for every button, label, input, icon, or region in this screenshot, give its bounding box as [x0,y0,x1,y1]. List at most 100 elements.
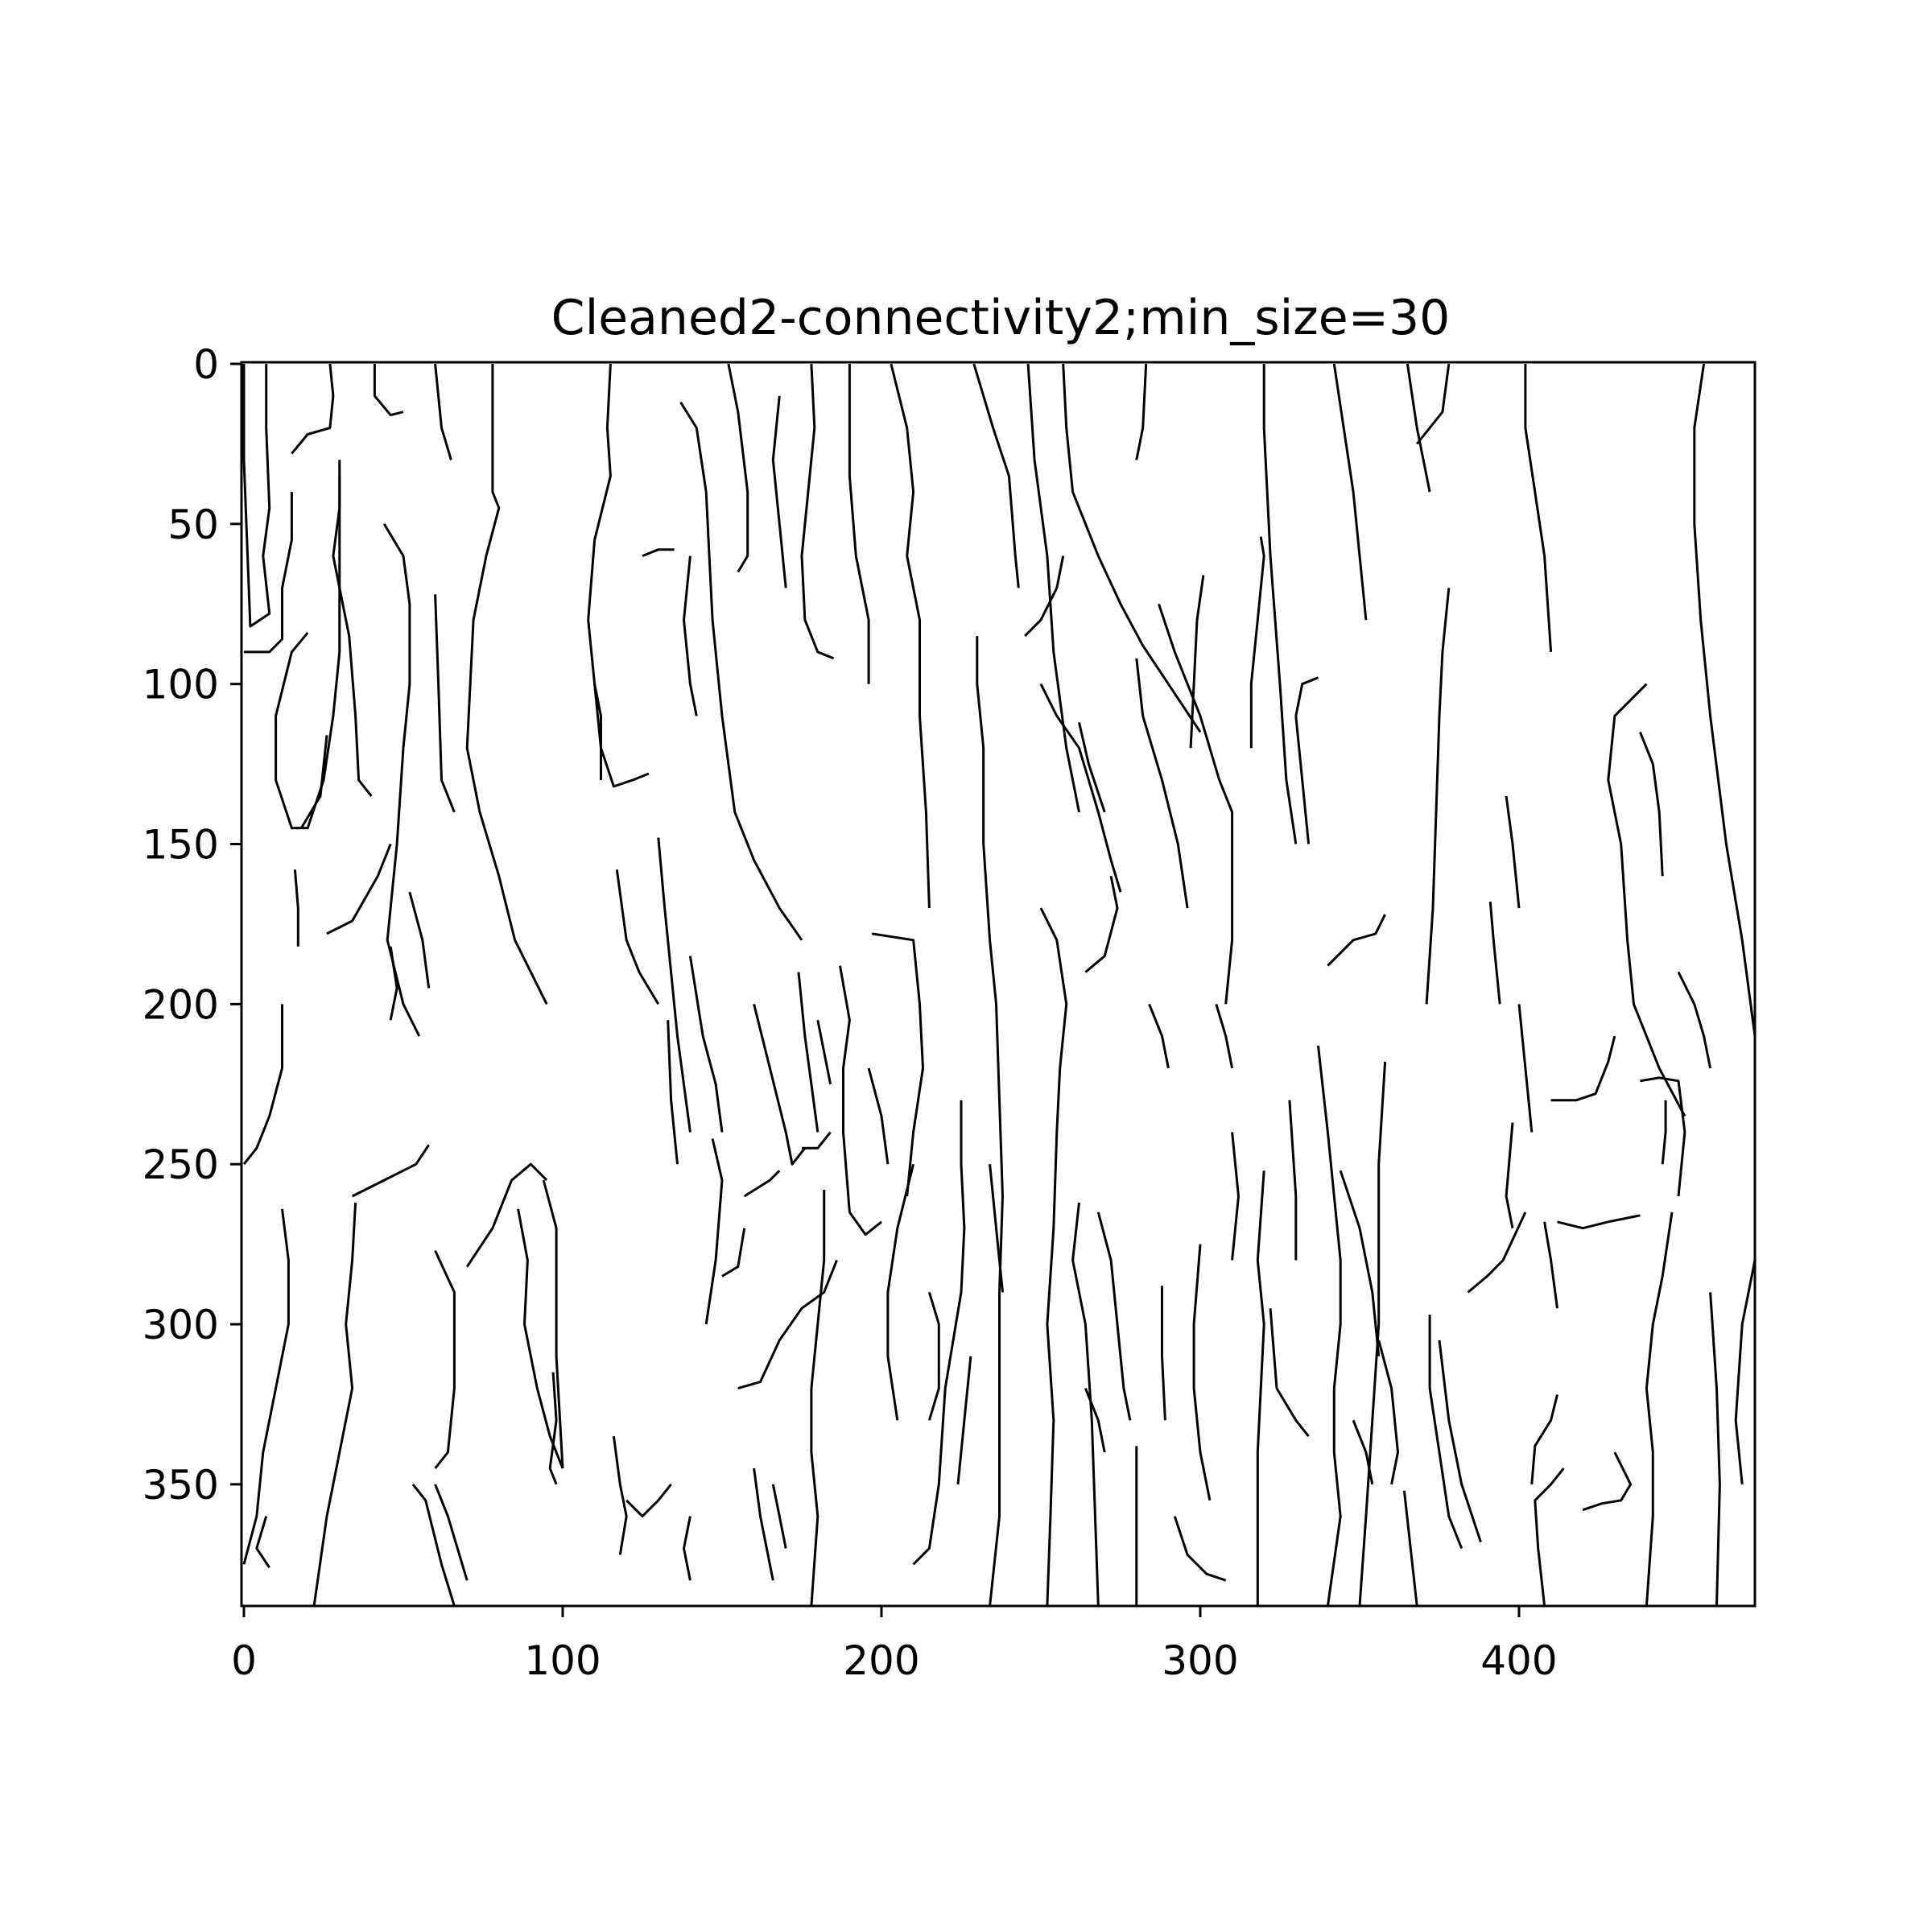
skeleton-stroke [867,1067,890,1165]
skeleton-stroke [300,735,328,829]
skeleton-stroke [1327,914,1386,967]
skeleton-stroke [704,1138,724,1325]
skeleton-stroke [1231,1132,1240,1261]
x-tick-label: 300 [1162,1637,1238,1684]
skeleton-stroke [275,476,341,830]
skeleton-stroke [326,843,392,935]
skeleton-stroke [542,1179,564,1469]
skeleton-stroke [972,363,1020,588]
skeleton-stroke [1677,971,1712,1069]
plot-title: Cleaned2-connectivity2;min_size=30 [551,290,1451,346]
skeleton-stroke [1262,364,1298,844]
skeleton-stroke [1026,363,1080,813]
skeleton-stroke [890,363,931,909]
skeleton-stroke [1249,536,1265,749]
skeleton-stroke [1377,1340,1399,1485]
skeleton-stroke [1358,1061,1387,1607]
skeleton-stroke [642,548,675,557]
skeleton-stroke [1607,683,1686,1117]
y-tick-label: 300 [142,1302,219,1348]
skeleton-stroke [408,891,431,989]
skeleton-stroke [727,363,749,573]
skeleton-stroke [1582,1451,1633,1512]
skeleton-stroke [382,523,421,1037]
skeleton-stroke [625,1483,672,1518]
skeleton-stroke [721,1228,746,1278]
skeleton-stroke [1288,1100,1298,1261]
skeleton-stroke [434,1249,456,1469]
skeleton-stroke [293,869,299,947]
skeleton-stroke [434,363,452,460]
skeleton-stroke [839,965,882,1236]
skeleton-stroke [517,1208,564,1469]
skeleton-stroke [1078,722,1106,813]
skeleton-stroke [657,837,691,1133]
skeleton-stroke [737,1259,838,1390]
skeleton-stroke [1534,1468,1565,1607]
skeleton-stroke [1640,1076,1686,1197]
skeleton-stroke [912,1100,966,1566]
skeleton-stroke [871,932,924,1197]
skeleton-stroke [1550,1035,1616,1102]
skeleton-stroke [1332,363,1368,621]
skeleton-stroke [1039,683,1122,893]
skeleton-stroke [1158,603,1234,1005]
skeleton-stroke [1505,1122,1514,1228]
skeleton-stroke [548,1372,558,1485]
skeleton-stroke [1734,1260,1757,1485]
skeleton-stroke [291,363,335,455]
skeleton-stroke [255,1516,270,1569]
skeleton-stroke [1645,1212,1674,1607]
skeleton-stroke [1173,1516,1227,1582]
y-tick-label: 250 [142,1141,219,1188]
skeleton-stroke [1543,1221,1558,1309]
skeleton-stroke [593,683,602,780]
skeleton-stroke [1189,575,1205,749]
skeleton-stroke [242,1004,283,1166]
skeleton-stroke [389,946,398,1021]
skeleton-stroke [242,1208,290,1565]
skeleton-stroke [244,492,293,654]
skeleton-stroke [976,636,1004,1607]
skeleton-stroke [1661,1100,1667,1165]
skeleton-stroke [465,1162,548,1268]
skeleton-stroke [1192,1244,1212,1501]
skeleton-stroke [743,1170,781,1198]
skeleton-stroke [683,555,698,716]
skeleton-stroke [667,1020,679,1165]
skeleton-stroke [1084,1388,1106,1453]
skeleton-stroke [816,1019,832,1085]
skeleton-stroke [351,1144,430,1198]
y-tick-label: 350 [142,1462,219,1509]
skeleton-stroke [1096,1212,1132,1421]
skeleton-stroke [434,594,456,813]
skeleton-stroke [587,363,650,788]
skeleton-stroke [1505,795,1521,909]
x-tick-label: 0 [231,1637,257,1684]
x-tick-label: 200 [843,1637,919,1684]
skeleton-stroke [683,1516,691,1581]
skeleton-stroke [679,401,803,941]
skeleton-stroke [797,972,819,1133]
skeleton-stroke [615,869,660,1005]
skeleton-stroke [1339,1170,1381,1356]
skeleton-image [242,363,1757,1608]
skeleton-stroke [434,1484,469,1581]
skeleton-stroke [1084,876,1119,973]
skeleton-stroke [802,1131,832,1150]
y-axis: 0 50 100 150 200 250 300 350 [142,341,242,1509]
skeleton-stroke [848,364,870,684]
skeleton-stroke [1062,363,1202,733]
x-tick-label: 100 [524,1637,601,1684]
skeleton-stroke [956,1356,972,1485]
y-tick-label: 200 [142,981,219,1028]
skeleton-stroke [810,1190,826,1607]
skeleton-stroke [1402,1490,1418,1607]
skeleton-stroke [373,364,404,417]
skeleton-stroke [1639,731,1664,877]
skeleton-stroke [1438,1340,1482,1542]
skeleton-stroke [1488,901,1501,1005]
skeleton-stroke [1416,363,1451,445]
